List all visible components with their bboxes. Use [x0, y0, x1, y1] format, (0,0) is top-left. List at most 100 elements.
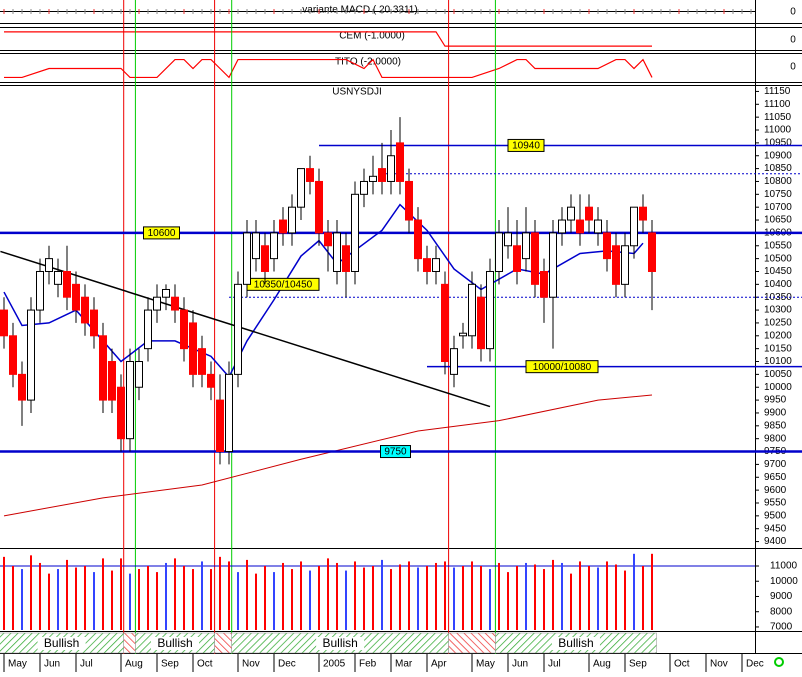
candle-body	[504, 232, 512, 247]
y-tick-label: 11100	[764, 99, 791, 110]
x-tick-label: Aug	[593, 659, 611, 670]
signal-label-bg	[551, 637, 600, 650]
candle-body	[0, 309, 8, 337]
y-tick-label: 11150	[764, 86, 791, 97]
tito-line	[4, 58, 653, 79]
y-tick-label: 9650	[764, 472, 787, 483]
level-label: 10350/10450	[254, 279, 313, 290]
candle-body	[9, 335, 17, 375]
candle-body	[297, 168, 305, 208]
candle-body	[135, 361, 143, 388]
x-tick-label: Jul	[80, 659, 93, 670]
signal-label: Bullish	[322, 636, 357, 650]
candle-body	[288, 206, 296, 234]
level-label-box	[143, 226, 180, 240]
y-tick-label: 11050	[764, 112, 792, 123]
x-tick-label: Jun	[44, 659, 60, 670]
x-tick-label: Nov	[710, 659, 728, 670]
x-tick-label: Jun	[512, 659, 528, 670]
candle-body	[63, 270, 71, 298]
candle-body	[18, 373, 26, 401]
x-tick-label: 2005	[323, 659, 346, 670]
y-tick-label: 10200	[764, 330, 792, 341]
candle-body	[225, 373, 233, 453]
candle-body	[396, 142, 404, 182]
y-tick-label: 9800	[764, 433, 787, 444]
candle-body	[252, 232, 260, 260]
panel-borders	[0, 0, 802, 654]
candle-body	[576, 219, 584, 234]
signal-label: Bullish	[157, 636, 192, 650]
candle-body	[477, 296, 485, 350]
candle-body	[423, 258, 431, 272]
cem-zero: 0	[790, 35, 796, 46]
y-tick-label: 9950	[764, 395, 787, 406]
candle-body	[315, 180, 323, 234]
y-tick-label: 10150	[764, 343, 792, 354]
candle-body	[117, 386, 125, 440]
candle-body	[630, 206, 638, 247]
y-tick-label: 10950	[764, 138, 792, 149]
x-tick-label: May	[8, 659, 27, 670]
candle-body	[468, 283, 476, 337]
candle-body	[495, 232, 503, 272]
y-tick-label: 9550	[764, 498, 787, 509]
level-label: 10940	[512, 141, 540, 152]
candle-body	[621, 245, 629, 285]
candle-body	[243, 232, 251, 285]
candle-body	[171, 296, 179, 311]
y-tick-label: 10250	[764, 318, 792, 329]
candle-body	[270, 232, 278, 260]
candle-body	[108, 361, 116, 401]
candle-body	[369, 175, 377, 182]
candle-body	[90, 309, 98, 337]
candle-body	[45, 258, 53, 272]
candle-body	[342, 245, 350, 272]
candle-body	[99, 335, 107, 401]
candle-body	[351, 193, 359, 272]
signal-band	[123, 632, 136, 654]
volume-tick-label: 8000	[770, 606, 793, 617]
candle-body	[585, 206, 593, 221]
x-tick-label: Oct	[197, 659, 213, 670]
candle-body	[306, 168, 314, 182]
candle-body	[486, 270, 494, 350]
y-tick-label: 10100	[764, 356, 792, 367]
x-tick-label: Dec	[746, 659, 764, 670]
trendline	[0, 250, 491, 408]
tito-zero: 0	[790, 62, 796, 73]
signal-band	[214, 632, 232, 654]
x-tick-label: Nov	[242, 659, 260, 670]
signal-label: Bullish	[44, 636, 79, 650]
y-tick-label: 11000	[764, 125, 792, 136]
candle-body	[72, 283, 80, 311]
x-tick-label: Jul	[548, 659, 561, 670]
candle-body	[81, 296, 89, 324]
candle-body	[333, 232, 341, 272]
level-label-box	[525, 360, 599, 374]
signal-label: Bullish	[558, 636, 593, 650]
candle-body	[567, 206, 575, 221]
x-tick-label: Sep	[161, 659, 179, 670]
candle-body	[513, 245, 521, 272]
candle-body	[162, 288, 170, 298]
y-tick-label: 10650	[764, 215, 792, 226]
volume-tick-label: 10000	[770, 576, 798, 587]
candle-body	[450, 348, 458, 375]
level-label: 9750	[384, 447, 407, 458]
candle-body	[324, 232, 332, 247]
signal-label-bg	[151, 637, 199, 650]
candle-body	[459, 332, 467, 337]
candle-body	[126, 361, 134, 440]
status-icon	[774, 657, 784, 667]
y-tick-label: 10550	[764, 240, 792, 251]
y-tick-label: 10800	[764, 176, 792, 187]
cem-label: CEM (-1.0000)	[339, 31, 405, 42]
candle-body	[27, 309, 35, 401]
candle-body	[279, 219, 287, 234]
y-tick-label: 9500	[764, 510, 787, 521]
candle-body	[414, 219, 422, 260]
candle-body	[180, 309, 188, 350]
volume-tick-label: 11000	[770, 561, 798, 572]
